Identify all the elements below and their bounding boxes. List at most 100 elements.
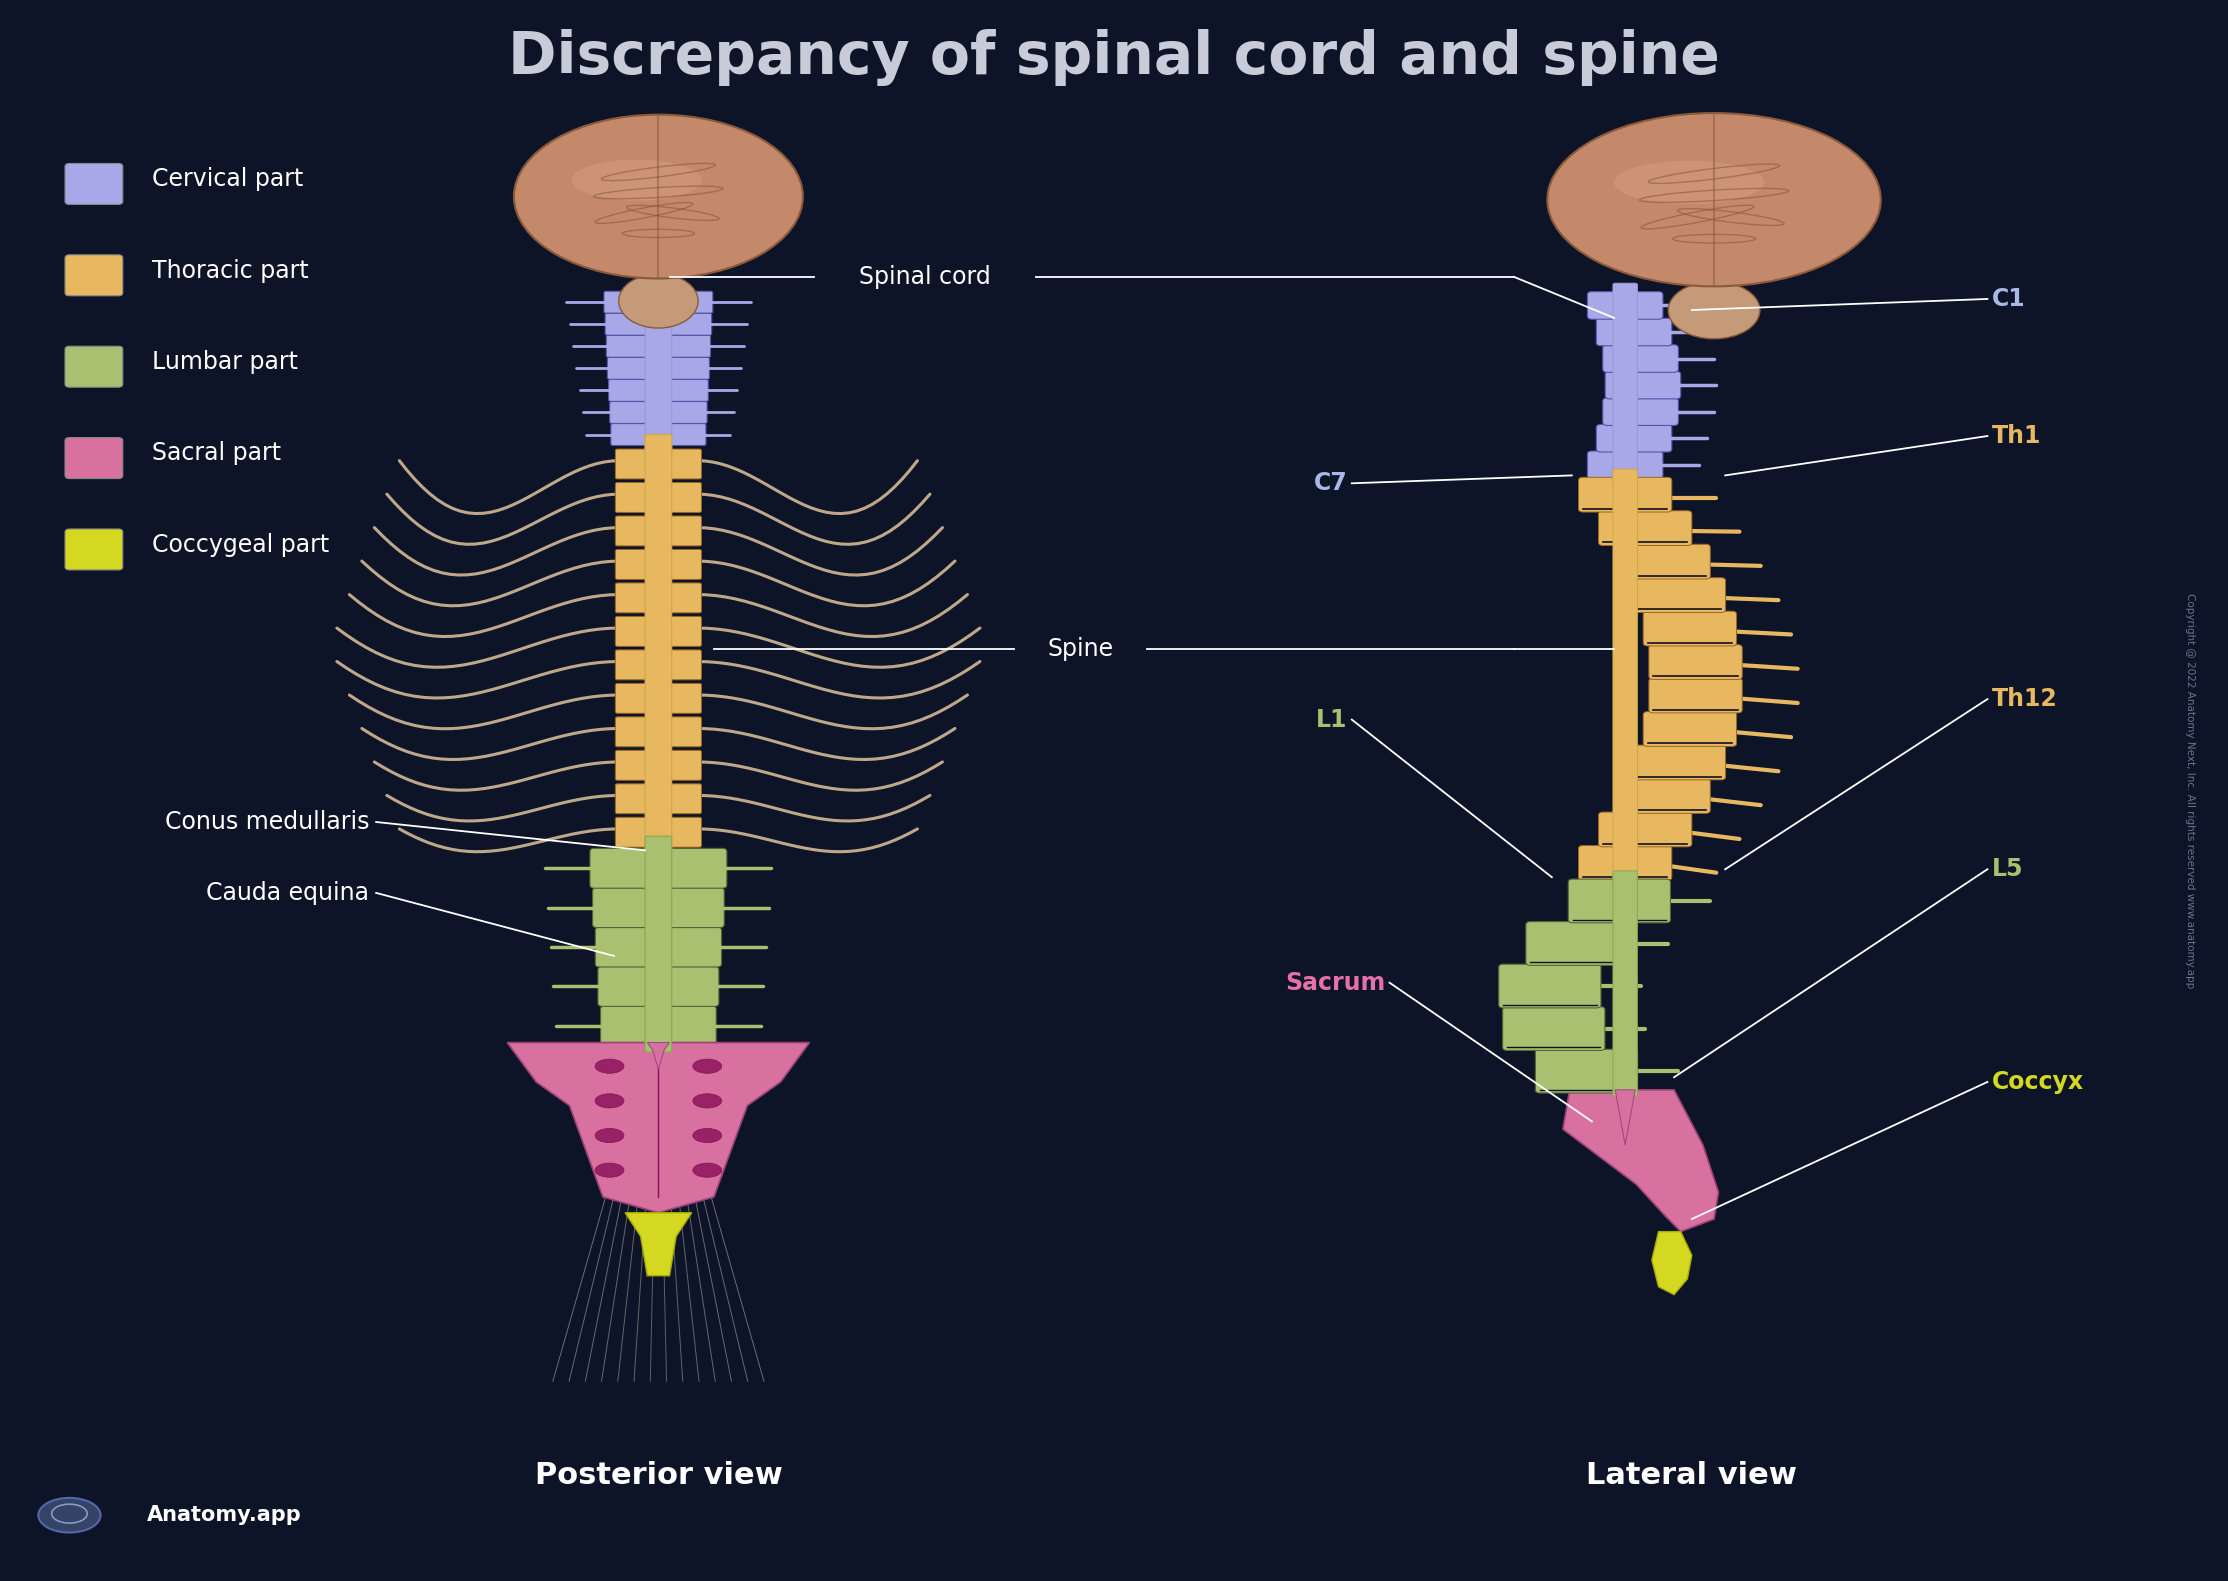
FancyBboxPatch shape [1586, 291, 1662, 319]
FancyBboxPatch shape [615, 784, 702, 814]
Ellipse shape [693, 1059, 722, 1073]
FancyBboxPatch shape [1618, 778, 1711, 813]
FancyBboxPatch shape [1597, 813, 1691, 847]
Polygon shape [648, 805, 668, 817]
Polygon shape [1562, 1089, 1718, 1232]
FancyBboxPatch shape [1613, 283, 1638, 482]
FancyBboxPatch shape [65, 255, 123, 296]
Polygon shape [648, 770, 668, 784]
Text: Sacrum: Sacrum [1286, 971, 1386, 994]
FancyBboxPatch shape [1499, 964, 1602, 1009]
FancyBboxPatch shape [1577, 477, 1671, 512]
Ellipse shape [1548, 114, 1880, 286]
Polygon shape [648, 670, 668, 683]
FancyBboxPatch shape [597, 966, 720, 1007]
Text: Thoracic part: Thoracic part [152, 259, 307, 283]
Text: Discrepancy of spinal cord and spine: Discrepancy of spinal cord and spine [508, 30, 1720, 87]
FancyBboxPatch shape [1613, 871, 1638, 1096]
FancyBboxPatch shape [615, 817, 702, 847]
FancyBboxPatch shape [1602, 345, 1678, 373]
Polygon shape [508, 1042, 809, 1213]
FancyBboxPatch shape [65, 163, 123, 204]
FancyBboxPatch shape [1595, 318, 1671, 346]
FancyBboxPatch shape [593, 889, 724, 928]
FancyBboxPatch shape [1569, 879, 1671, 923]
Polygon shape [648, 1042, 668, 1069]
FancyBboxPatch shape [615, 515, 702, 545]
FancyBboxPatch shape [1595, 424, 1671, 452]
FancyBboxPatch shape [1649, 645, 1742, 680]
FancyBboxPatch shape [65, 346, 123, 387]
Ellipse shape [573, 160, 702, 201]
Text: Th12: Th12 [1992, 688, 2059, 711]
Ellipse shape [693, 1164, 722, 1178]
Ellipse shape [693, 1094, 722, 1108]
Polygon shape [648, 737, 668, 751]
FancyBboxPatch shape [1526, 922, 1629, 966]
FancyBboxPatch shape [646, 435, 671, 855]
FancyBboxPatch shape [1604, 372, 1680, 398]
Text: Spine: Spine [1047, 637, 1114, 661]
Polygon shape [626, 1213, 691, 1276]
Text: Cervical part: Cervical part [152, 168, 303, 191]
FancyBboxPatch shape [1502, 1007, 1604, 1050]
FancyBboxPatch shape [608, 379, 709, 402]
FancyBboxPatch shape [615, 650, 702, 680]
Polygon shape [648, 503, 668, 515]
Polygon shape [648, 569, 668, 583]
Polygon shape [648, 536, 668, 549]
Text: C1: C1 [1992, 288, 2025, 311]
Text: Coccygeal part: Coccygeal part [152, 533, 330, 557]
Ellipse shape [595, 1059, 624, 1073]
Polygon shape [1651, 1232, 1691, 1295]
Text: Lateral view: Lateral view [1586, 1461, 1798, 1491]
FancyBboxPatch shape [608, 357, 709, 379]
FancyBboxPatch shape [646, 280, 671, 454]
Text: Sacral part: Sacral part [152, 441, 281, 465]
FancyBboxPatch shape [1618, 544, 1711, 579]
FancyBboxPatch shape [1577, 846, 1671, 881]
FancyBboxPatch shape [1613, 470, 1638, 884]
FancyBboxPatch shape [1597, 511, 1691, 545]
Text: L1: L1 [1317, 708, 1348, 732]
FancyBboxPatch shape [1644, 612, 1736, 647]
Text: Lumbar part: Lumbar part [152, 349, 299, 375]
Ellipse shape [1613, 161, 1765, 204]
FancyBboxPatch shape [65, 438, 123, 479]
FancyBboxPatch shape [1633, 577, 1724, 612]
FancyBboxPatch shape [606, 335, 711, 357]
Ellipse shape [515, 115, 802, 278]
FancyBboxPatch shape [615, 449, 702, 479]
Ellipse shape [595, 1164, 624, 1178]
Text: C7: C7 [1315, 471, 1348, 495]
FancyBboxPatch shape [1633, 745, 1724, 779]
Polygon shape [648, 704, 668, 716]
Polygon shape [648, 470, 668, 482]
FancyBboxPatch shape [610, 424, 706, 446]
FancyBboxPatch shape [1535, 1050, 1638, 1092]
Polygon shape [648, 604, 668, 617]
FancyBboxPatch shape [1644, 711, 1736, 746]
FancyBboxPatch shape [615, 751, 702, 781]
Ellipse shape [619, 274, 697, 327]
FancyBboxPatch shape [65, 530, 123, 569]
Text: Coccyx: Coccyx [1992, 1070, 2083, 1094]
FancyBboxPatch shape [604, 291, 713, 313]
FancyBboxPatch shape [615, 716, 702, 746]
FancyBboxPatch shape [595, 926, 722, 968]
Polygon shape [648, 637, 668, 650]
FancyBboxPatch shape [610, 402, 706, 424]
Text: Cauda equina: Cauda equina [207, 881, 370, 904]
FancyBboxPatch shape [1649, 678, 1742, 713]
FancyBboxPatch shape [615, 482, 702, 512]
Polygon shape [648, 838, 668, 851]
FancyBboxPatch shape [646, 836, 671, 1051]
FancyBboxPatch shape [1586, 451, 1662, 479]
FancyBboxPatch shape [615, 583, 702, 613]
Ellipse shape [595, 1129, 624, 1143]
Text: Copyright @ 2022 Anatomy Next, Inc. All rights reserved www.anatomy.app: Copyright @ 2022 Anatomy Next, Inc. All … [2186, 593, 2195, 988]
FancyBboxPatch shape [606, 313, 711, 335]
FancyBboxPatch shape [590, 849, 726, 889]
FancyBboxPatch shape [1602, 398, 1678, 425]
Text: L5: L5 [1992, 857, 2023, 881]
